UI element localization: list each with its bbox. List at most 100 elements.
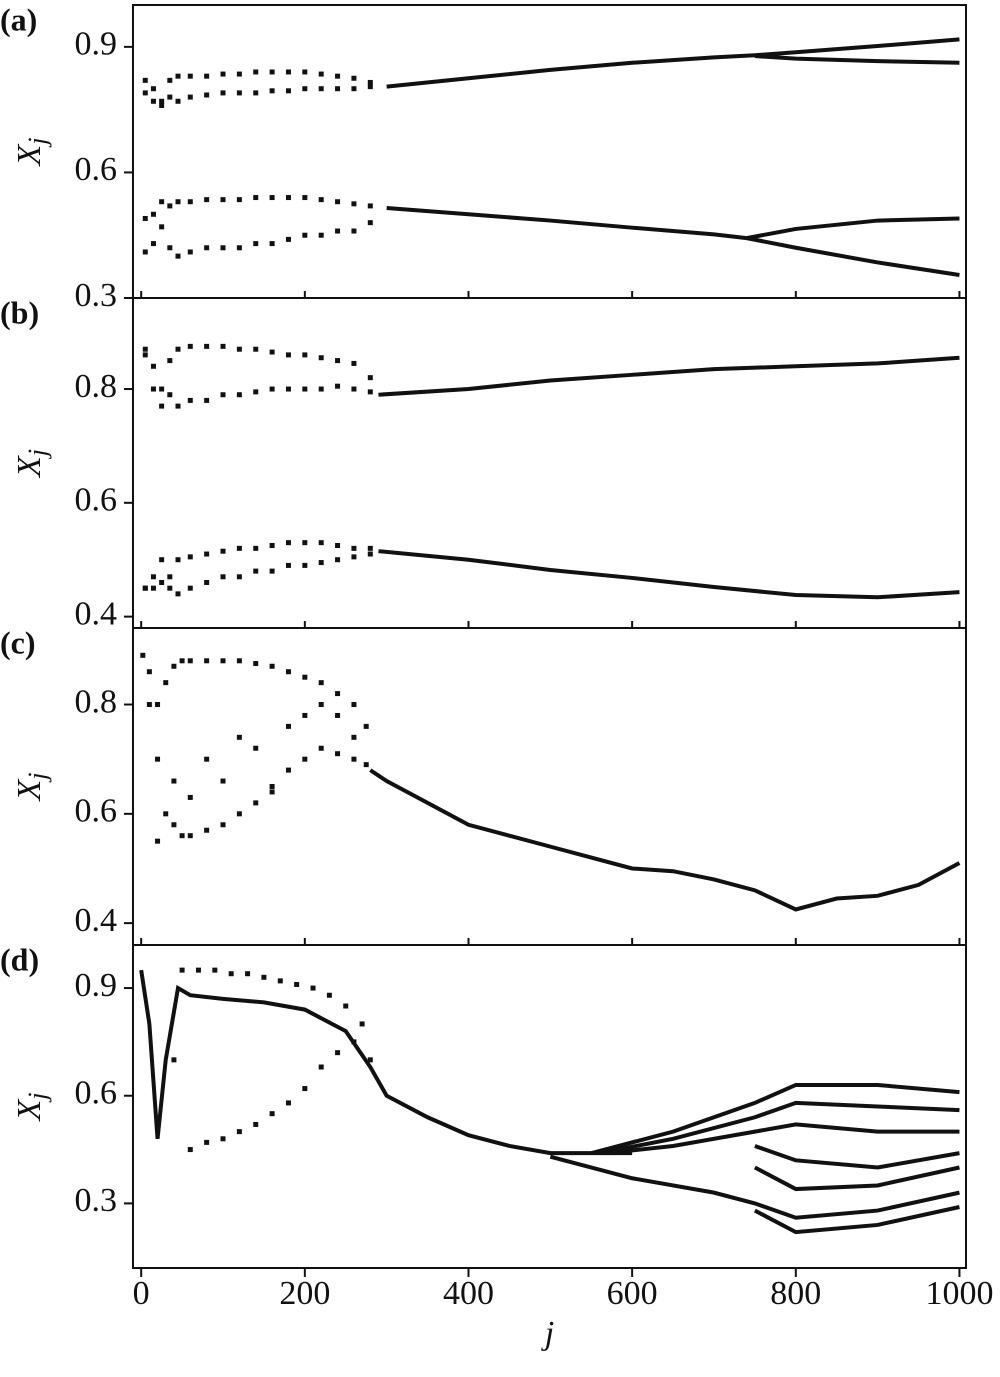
data-point: [142, 249, 148, 255]
data-point: [269, 568, 275, 574]
x-tick-label: 0: [133, 1275, 150, 1312]
data-point: [236, 392, 242, 398]
data-point: [204, 92, 210, 98]
data-point: [236, 346, 242, 352]
data-point: [335, 691, 341, 697]
data-point: [142, 352, 148, 358]
data-point: [175, 73, 181, 79]
data-point: [187, 794, 193, 800]
data-point: [335, 383, 341, 389]
data-point: [285, 352, 291, 358]
data-point: [150, 574, 156, 580]
data-point: [367, 551, 373, 557]
data-point: [302, 232, 308, 238]
data-point: [318, 540, 324, 546]
data-point: [204, 245, 210, 251]
data-point: [220, 658, 226, 664]
data-point: [359, 1021, 365, 1027]
data-point: [363, 762, 369, 768]
data-point: [367, 545, 373, 551]
data-point: [302, 195, 308, 201]
y-label-main: X: [11, 779, 48, 803]
data-point: [253, 346, 259, 352]
data-point: [253, 568, 259, 574]
data-line: [746, 216, 960, 241]
data-point: [351, 386, 357, 392]
data-point: [253, 661, 259, 667]
data-point: [175, 557, 181, 563]
data-point: [318, 702, 324, 708]
y-tick-label: 0.8: [75, 368, 118, 405]
data-point: [253, 389, 259, 395]
data-point: [302, 352, 308, 358]
data-point: [236, 811, 242, 817]
data-point: [220, 197, 226, 203]
panel-label: (a): [0, 1, 37, 37]
data-point: [269, 1111, 275, 1117]
data-point: [155, 756, 161, 762]
data-point: [220, 548, 226, 554]
y-tick-label: 0.3: [75, 1182, 118, 1219]
data-point: [195, 967, 201, 973]
data-point: [302, 712, 308, 718]
data-point: [326, 992, 332, 998]
data-point: [167, 585, 173, 591]
data-point: [204, 397, 210, 403]
data-point: [302, 540, 308, 546]
data-point: [351, 545, 357, 551]
data-point: [159, 199, 165, 205]
data-point: [285, 386, 291, 392]
data-point: [253, 69, 259, 75]
data-point: [220, 1136, 226, 1142]
data-point: [204, 73, 210, 79]
data-point: [175, 199, 181, 205]
data-point: [335, 228, 341, 234]
data-point: [142, 346, 148, 352]
data-point: [212, 967, 218, 973]
data-point: [367, 79, 373, 85]
data-point: [146, 669, 152, 675]
data-point: [351, 201, 357, 207]
data-point: [155, 702, 161, 708]
data-point: [142, 585, 148, 591]
data-point: [175, 403, 181, 409]
x-tick-label: 1000: [925, 1275, 993, 1312]
data-point: [220, 71, 226, 77]
data-line: [754, 54, 960, 65]
data-point: [335, 86, 341, 92]
x-axis-label: j: [541, 1315, 554, 1352]
panel-label: (d): [0, 941, 39, 977]
data-line: [590, 1082, 960, 1156]
data-point: [335, 73, 341, 79]
data-point: [269, 789, 275, 795]
data-point: [253, 545, 259, 551]
data-point: [167, 574, 173, 580]
y-tick-label: 0.6: [75, 482, 118, 519]
data-point: [253, 800, 259, 806]
data-point: [220, 822, 226, 828]
data-point: [335, 557, 341, 563]
data-point: [335, 543, 341, 548]
data-point: [236, 1129, 242, 1135]
data-point: [167, 392, 173, 398]
data-point: [179, 658, 185, 664]
data-point: [167, 77, 173, 83]
data-point: [269, 663, 275, 669]
data-point: [171, 822, 177, 828]
data-point: [351, 702, 357, 708]
data-point: [245, 971, 251, 977]
data-line: [753, 1165, 960, 1192]
y-tick-label: 0.9: [75, 967, 118, 1004]
data-point: [204, 197, 210, 203]
data-point: [302, 756, 308, 762]
data-point: [220, 778, 226, 784]
data-point: [159, 579, 165, 585]
data-point: [253, 241, 259, 247]
data-point: [228, 971, 234, 977]
data-point: [285, 723, 291, 729]
data-point: [171, 1057, 177, 1063]
data-point: [175, 98, 181, 104]
data-point: [253, 1121, 259, 1127]
data-point: [187, 554, 193, 560]
y-label-sub: j: [23, 772, 52, 782]
